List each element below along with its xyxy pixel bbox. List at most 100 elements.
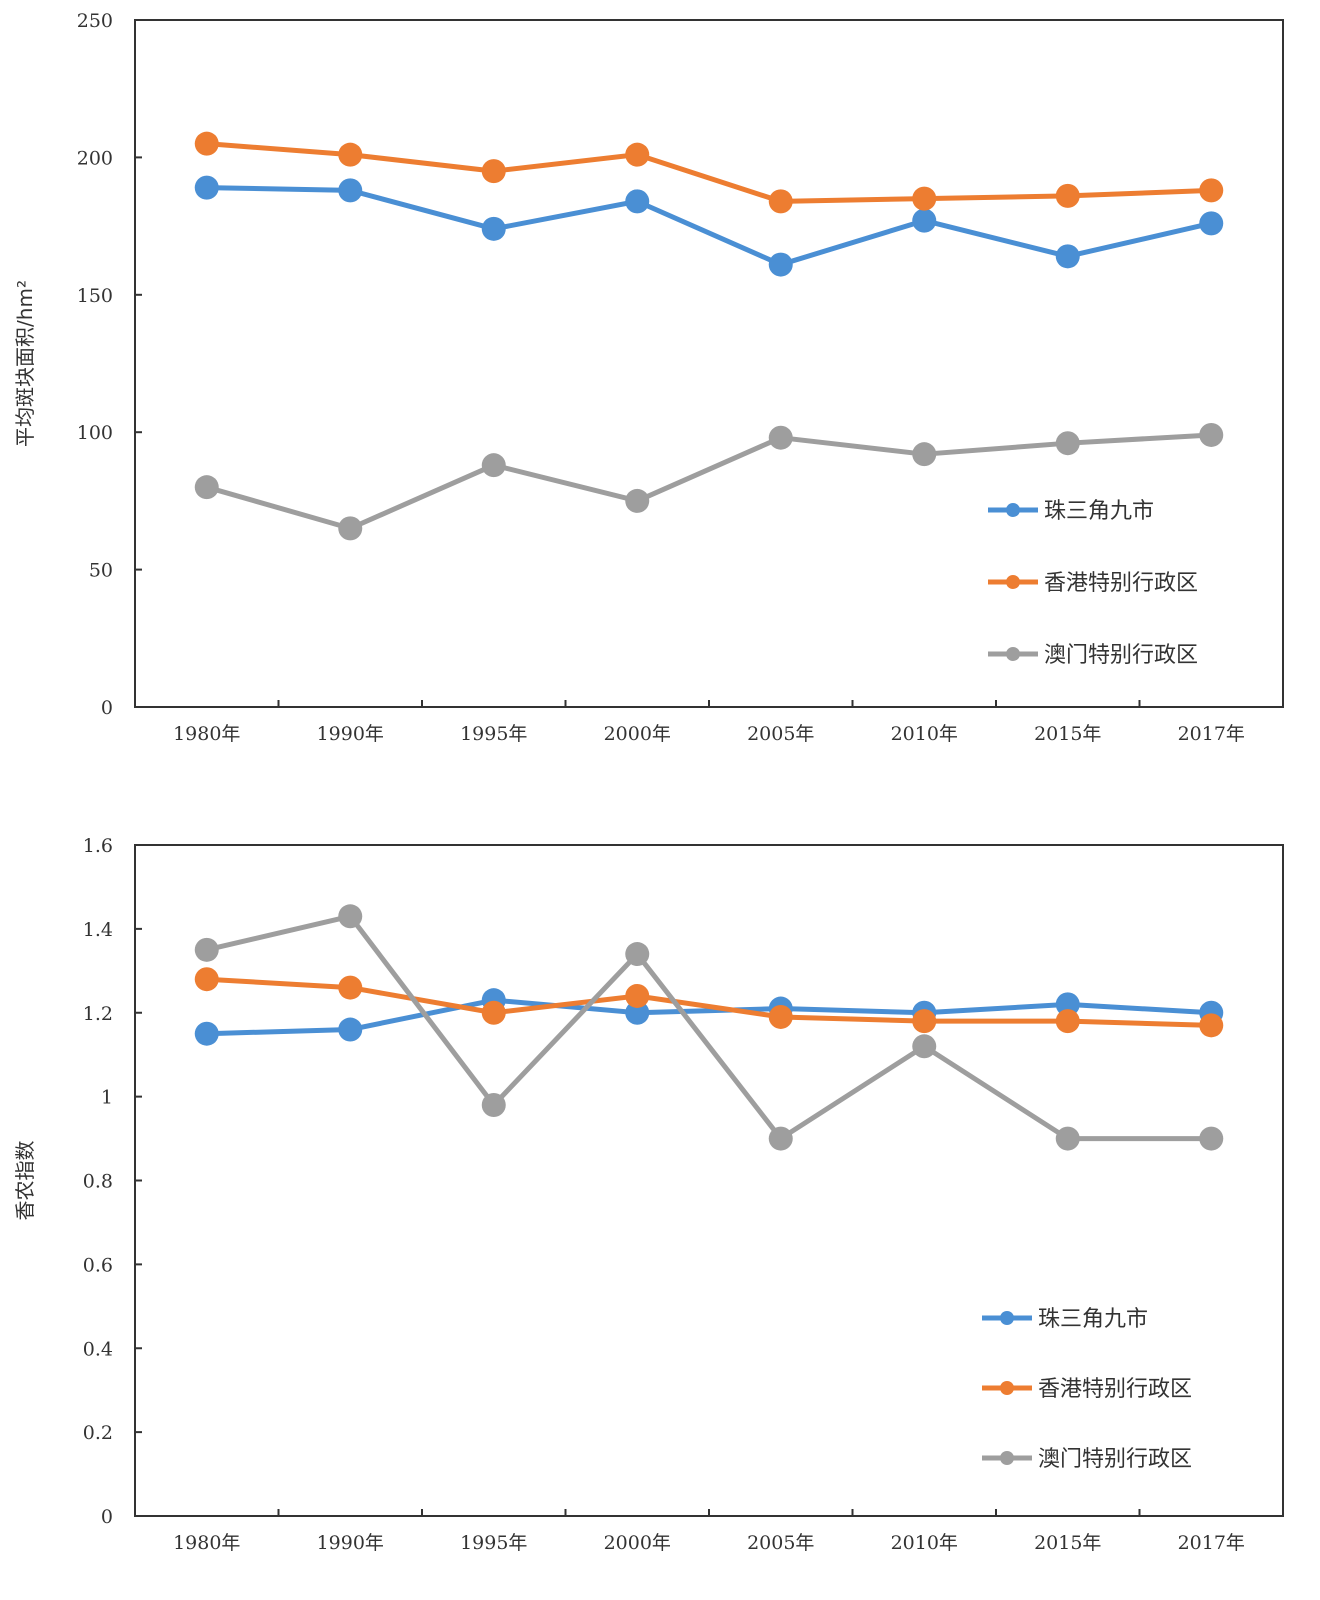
data-point bbox=[194, 175, 219, 200]
y-tick-label: 0.8 bbox=[83, 1171, 113, 1193]
data-point bbox=[912, 1009, 937, 1034]
data-point bbox=[912, 442, 937, 467]
x-tick-label: 2010年 bbox=[891, 723, 958, 745]
y-tick-label: 0.4 bbox=[83, 1338, 113, 1360]
data-point bbox=[625, 189, 650, 214]
legend-swatch-marker bbox=[1000, 1311, 1014, 1325]
data-point bbox=[1055, 1126, 1080, 1151]
series-line bbox=[206, 997, 1212, 1037]
series-line bbox=[206, 141, 1212, 204]
data-point bbox=[1055, 244, 1080, 269]
legend-label: 澳门特别行政区 bbox=[1038, 1447, 1192, 1472]
x-tick-label: 1980年 bbox=[173, 723, 240, 745]
x-tick-label: 2005年 bbox=[747, 723, 814, 745]
legend-label: 香港特别行政区 bbox=[1038, 1377, 1192, 1402]
y-tick-label: 200 bbox=[77, 147, 113, 169]
data-point bbox=[625, 488, 650, 513]
x-tick-label: 2000年 bbox=[604, 1532, 671, 1554]
data-point bbox=[1199, 1126, 1224, 1151]
legend-swatch-marker bbox=[1006, 503, 1020, 517]
y-tick-label: 150 bbox=[77, 285, 113, 307]
y-tick-label: 1 bbox=[101, 1087, 113, 1109]
x-tick-label: 1980年 bbox=[173, 1532, 240, 1554]
data-point bbox=[194, 937, 219, 962]
legend-swatch-marker bbox=[1006, 647, 1020, 661]
data-point bbox=[768, 189, 793, 214]
legend-swatch-marker bbox=[1006, 575, 1020, 589]
data-point bbox=[625, 1000, 650, 1025]
data-point bbox=[1055, 1009, 1080, 1034]
data-point bbox=[481, 216, 506, 241]
data-point bbox=[1055, 183, 1080, 208]
y-tick-label: 0 bbox=[101, 697, 113, 719]
x-tick-label: 2015年 bbox=[1034, 723, 1101, 745]
data-point bbox=[768, 252, 793, 277]
data-point bbox=[1199, 1013, 1224, 1038]
data-point bbox=[338, 904, 363, 929]
shannon-index-chart-svg: 0 0.2 0.4 0.6 0.8 1 1.2 1.4 1.6 1980年 1990年 1995年 20… bbox=[13, 835, 1284, 1554]
y-tick-label: 50 bbox=[89, 560, 113, 582]
y-tick-label: 100 bbox=[77, 422, 113, 444]
y-tick-label: 1.4 bbox=[83, 919, 113, 941]
x-tick-label: 2015年 bbox=[1034, 1532, 1101, 1554]
plot-area-frame bbox=[134, 844, 1284, 1517]
y-tick-label: 0.2 bbox=[83, 1422, 113, 1444]
x-tick-label: 2017年 bbox=[1178, 723, 1245, 745]
data-point bbox=[912, 208, 937, 233]
data-point bbox=[768, 1004, 793, 1029]
y-axis-title: 香农指数 bbox=[13, 1141, 37, 1221]
data-point bbox=[194, 131, 219, 156]
data-point bbox=[1199, 211, 1224, 236]
patch-area-chart-svg: 0 50 100 150 200 250 1980年 1990年 1995年 2000年 2005年… bbox=[13, 10, 1284, 745]
data-point bbox=[912, 186, 937, 211]
y-tick-label: 0 bbox=[101, 1506, 113, 1528]
y-tick-label: 0.6 bbox=[83, 1254, 113, 1276]
data-point bbox=[481, 1093, 506, 1118]
data-point bbox=[194, 475, 219, 500]
x-tick-label: 2005年 bbox=[747, 1532, 814, 1554]
series-line bbox=[206, 913, 1212, 1142]
x-tick-label: 2000年 bbox=[604, 723, 671, 745]
x-tick-label: 2017年 bbox=[1178, 1532, 1245, 1554]
series-line bbox=[206, 432, 1212, 531]
data-point bbox=[194, 967, 219, 992]
series-line bbox=[206, 185, 1212, 268]
x-tick-label: 1995年 bbox=[460, 1532, 527, 1554]
legend-label: 珠三角九市 bbox=[1038, 1307, 1148, 1332]
x-tick-label: 1995年 bbox=[460, 723, 527, 745]
data-point bbox=[1055, 992, 1080, 1017]
data-point bbox=[338, 142, 363, 167]
data-point bbox=[1199, 422, 1224, 447]
y-tick-label: 1.2 bbox=[83, 1003, 113, 1025]
legend-label: 澳门特别行政区 bbox=[1044, 643, 1198, 668]
x-tick-label: 1990年 bbox=[317, 1532, 384, 1554]
y-tick-label: 1.6 bbox=[83, 835, 113, 857]
legend-label: 香港特别行政区 bbox=[1044, 571, 1198, 596]
data-point bbox=[481, 453, 506, 478]
patch-area-chart: 0 50 100 150 200 250 1980年 1990年 1995年 2000年 2005年… bbox=[0, 0, 1320, 790]
data-point bbox=[338, 1017, 363, 1042]
data-point bbox=[481, 1000, 506, 1025]
x-tick-label: 2010年 bbox=[891, 1532, 958, 1554]
data-point bbox=[625, 142, 650, 167]
legend-swatch-marker bbox=[1000, 1381, 1014, 1395]
data-point bbox=[768, 425, 793, 450]
legend-swatch-marker bbox=[1000, 1451, 1014, 1465]
data-point bbox=[625, 942, 650, 967]
y-tick-label: 250 bbox=[77, 10, 113, 32]
data-point bbox=[338, 516, 363, 541]
shannon-index-chart: 0 0.2 0.4 0.6 0.8 1 1.2 1.4 1.6 1980年 1990年 1995年 20… bbox=[0, 830, 1320, 1600]
data-point bbox=[625, 983, 650, 1008]
data-point bbox=[1199, 178, 1224, 203]
data-point bbox=[912, 1034, 937, 1059]
data-point bbox=[481, 159, 506, 184]
plot-area-frame bbox=[134, 19, 1284, 708]
legend-label: 珠三角九市 bbox=[1044, 499, 1154, 524]
series-line bbox=[206, 976, 1212, 1028]
data-point bbox=[194, 1021, 219, 1046]
x-tick-label: 1990年 bbox=[317, 723, 384, 745]
data-point bbox=[338, 975, 363, 1000]
data-point bbox=[1055, 431, 1080, 456]
data-point bbox=[338, 178, 363, 203]
data-point bbox=[768, 1126, 793, 1151]
